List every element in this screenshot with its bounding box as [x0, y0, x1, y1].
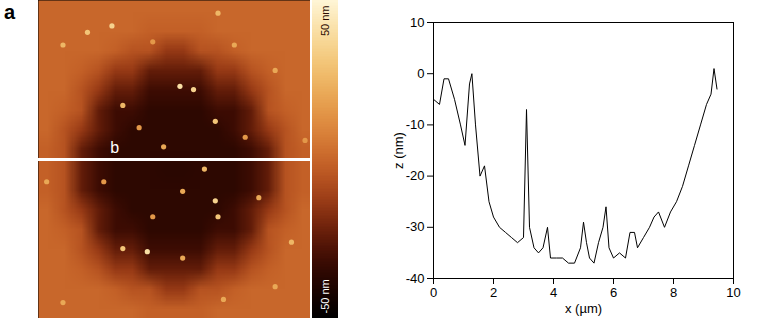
svg-text:0: 0	[430, 285, 437, 300]
svg-text:-40: -40	[406, 271, 425, 286]
svg-text:8: 8	[670, 285, 677, 300]
svg-text:-10: -10	[406, 117, 425, 132]
svg-text:b: b	[110, 139, 119, 156]
svg-text:x (µm): x (µm)	[565, 301, 602, 316]
html-text:b: b	[385, 1, 398, 23]
svg-text:0: 0	[417, 66, 424, 81]
svg-text:4: 4	[550, 285, 557, 300]
svg-text:-30: -30	[406, 219, 425, 234]
svg-text:6: 6	[610, 285, 617, 300]
svg-text:-50 nm: -50 nm	[319, 279, 331, 313]
svg-text:50 nm: 50 nm	[319, 6, 331, 37]
svg-text:10: 10	[410, 15, 424, 30]
svg-text:-20: -20	[406, 168, 425, 183]
svg-text:z (nm): z (nm)	[391, 132, 406, 169]
html-text:a: a	[4, 1, 16, 23]
svg-text:2: 2	[490, 285, 497, 300]
svg-text:10: 10	[726, 285, 740, 300]
